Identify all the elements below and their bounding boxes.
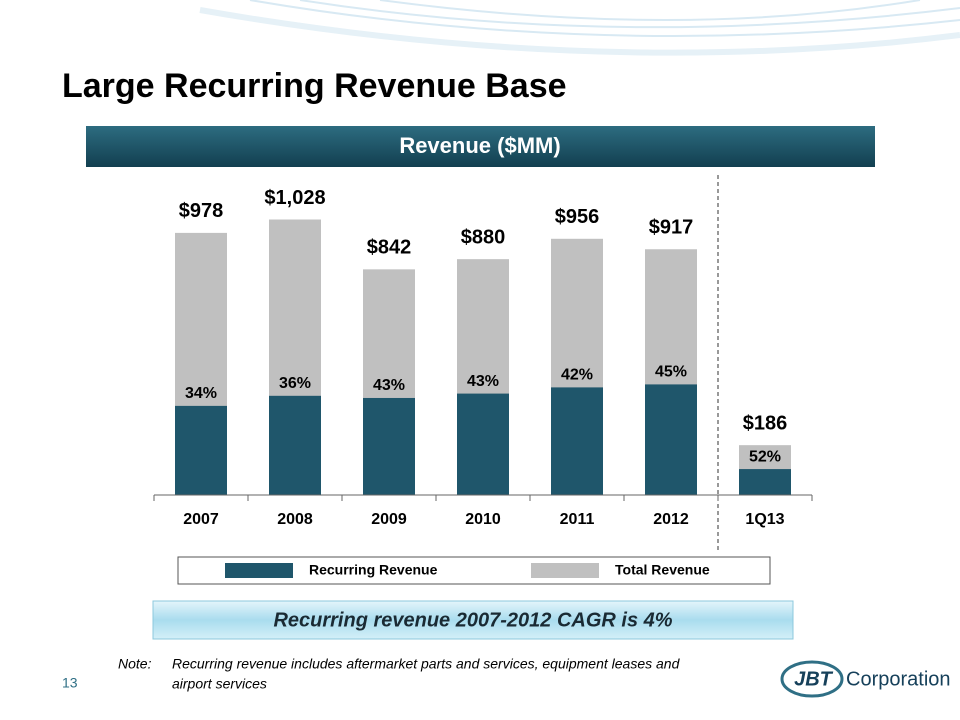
x-tick-label: 2007 <box>183 511 219 528</box>
bar-recurring <box>551 387 603 495</box>
percent-label: 42% <box>561 367 593 384</box>
plot: $978 34% 2007 $1,028 36% 2008 $842 43% 2009 $880 4… <box>153 187 813 528</box>
bar-recurring <box>645 384 697 495</box>
slide-title: Large Recurring Revenue Base <box>62 67 567 105</box>
total-label: $842 <box>367 237 412 259</box>
x-tick-label: 2009 <box>371 511 407 528</box>
total-label: $956 <box>555 206 600 228</box>
x-tick-label: 2011 <box>560 511 595 528</box>
x-tick-label: 2012 <box>653 511 689 528</box>
x-tick-label: 1Q13 <box>745 511 784 528</box>
legend-label: Total Revenue <box>615 562 710 578</box>
percent-label: 43% <box>467 373 499 390</box>
legend-label: Recurring Revenue <box>309 562 438 578</box>
logo-text: Corporation <box>846 668 951 690</box>
percent-label: 36% <box>279 375 311 392</box>
logo-mark: JBT <box>794 668 834 690</box>
bar-recurring <box>363 397 415 495</box>
percent-label: 34% <box>185 385 217 402</box>
note: airport services <box>172 676 267 692</box>
callout-box <box>152 600 794 640</box>
total-label: $1,028 <box>264 187 325 209</box>
total-label: $186 <box>743 412 788 434</box>
note: Recurring revenue includes aftermarket p… <box>172 656 681 672</box>
page-number: 13 <box>62 675 78 691</box>
legend: Recurring Revenue Total Revenue <box>225 562 710 578</box>
total-label: $978 <box>179 200 224 222</box>
total-label: $917 <box>649 217 694 239</box>
bar-recurring <box>457 393 509 495</box>
bar-recurring <box>739 469 791 495</box>
x-tick-label: 2010 <box>465 511 501 528</box>
callout: Recurring revenue 2007-2012 CAGR is 4% <box>273 609 672 631</box>
background-swoosh <box>199 0 960 56</box>
bar-recurring <box>175 405 227 495</box>
percent-label: 43% <box>373 377 405 394</box>
chart-header <box>86 126 875 167</box>
x-tick-label: 2008 <box>277 511 313 528</box>
note-label: Note: <box>118 656 152 672</box>
total-label: $880 <box>461 226 506 248</box>
percent-label: 45% <box>655 364 687 381</box>
legend-swatch <box>225 563 293 578</box>
logo-ring <box>780 660 844 698</box>
bar-recurring <box>269 395 321 495</box>
chart-title: Revenue ($MM) <box>399 133 560 158</box>
legend-swatch <box>531 563 599 578</box>
percent-label: 52% <box>749 448 781 465</box>
